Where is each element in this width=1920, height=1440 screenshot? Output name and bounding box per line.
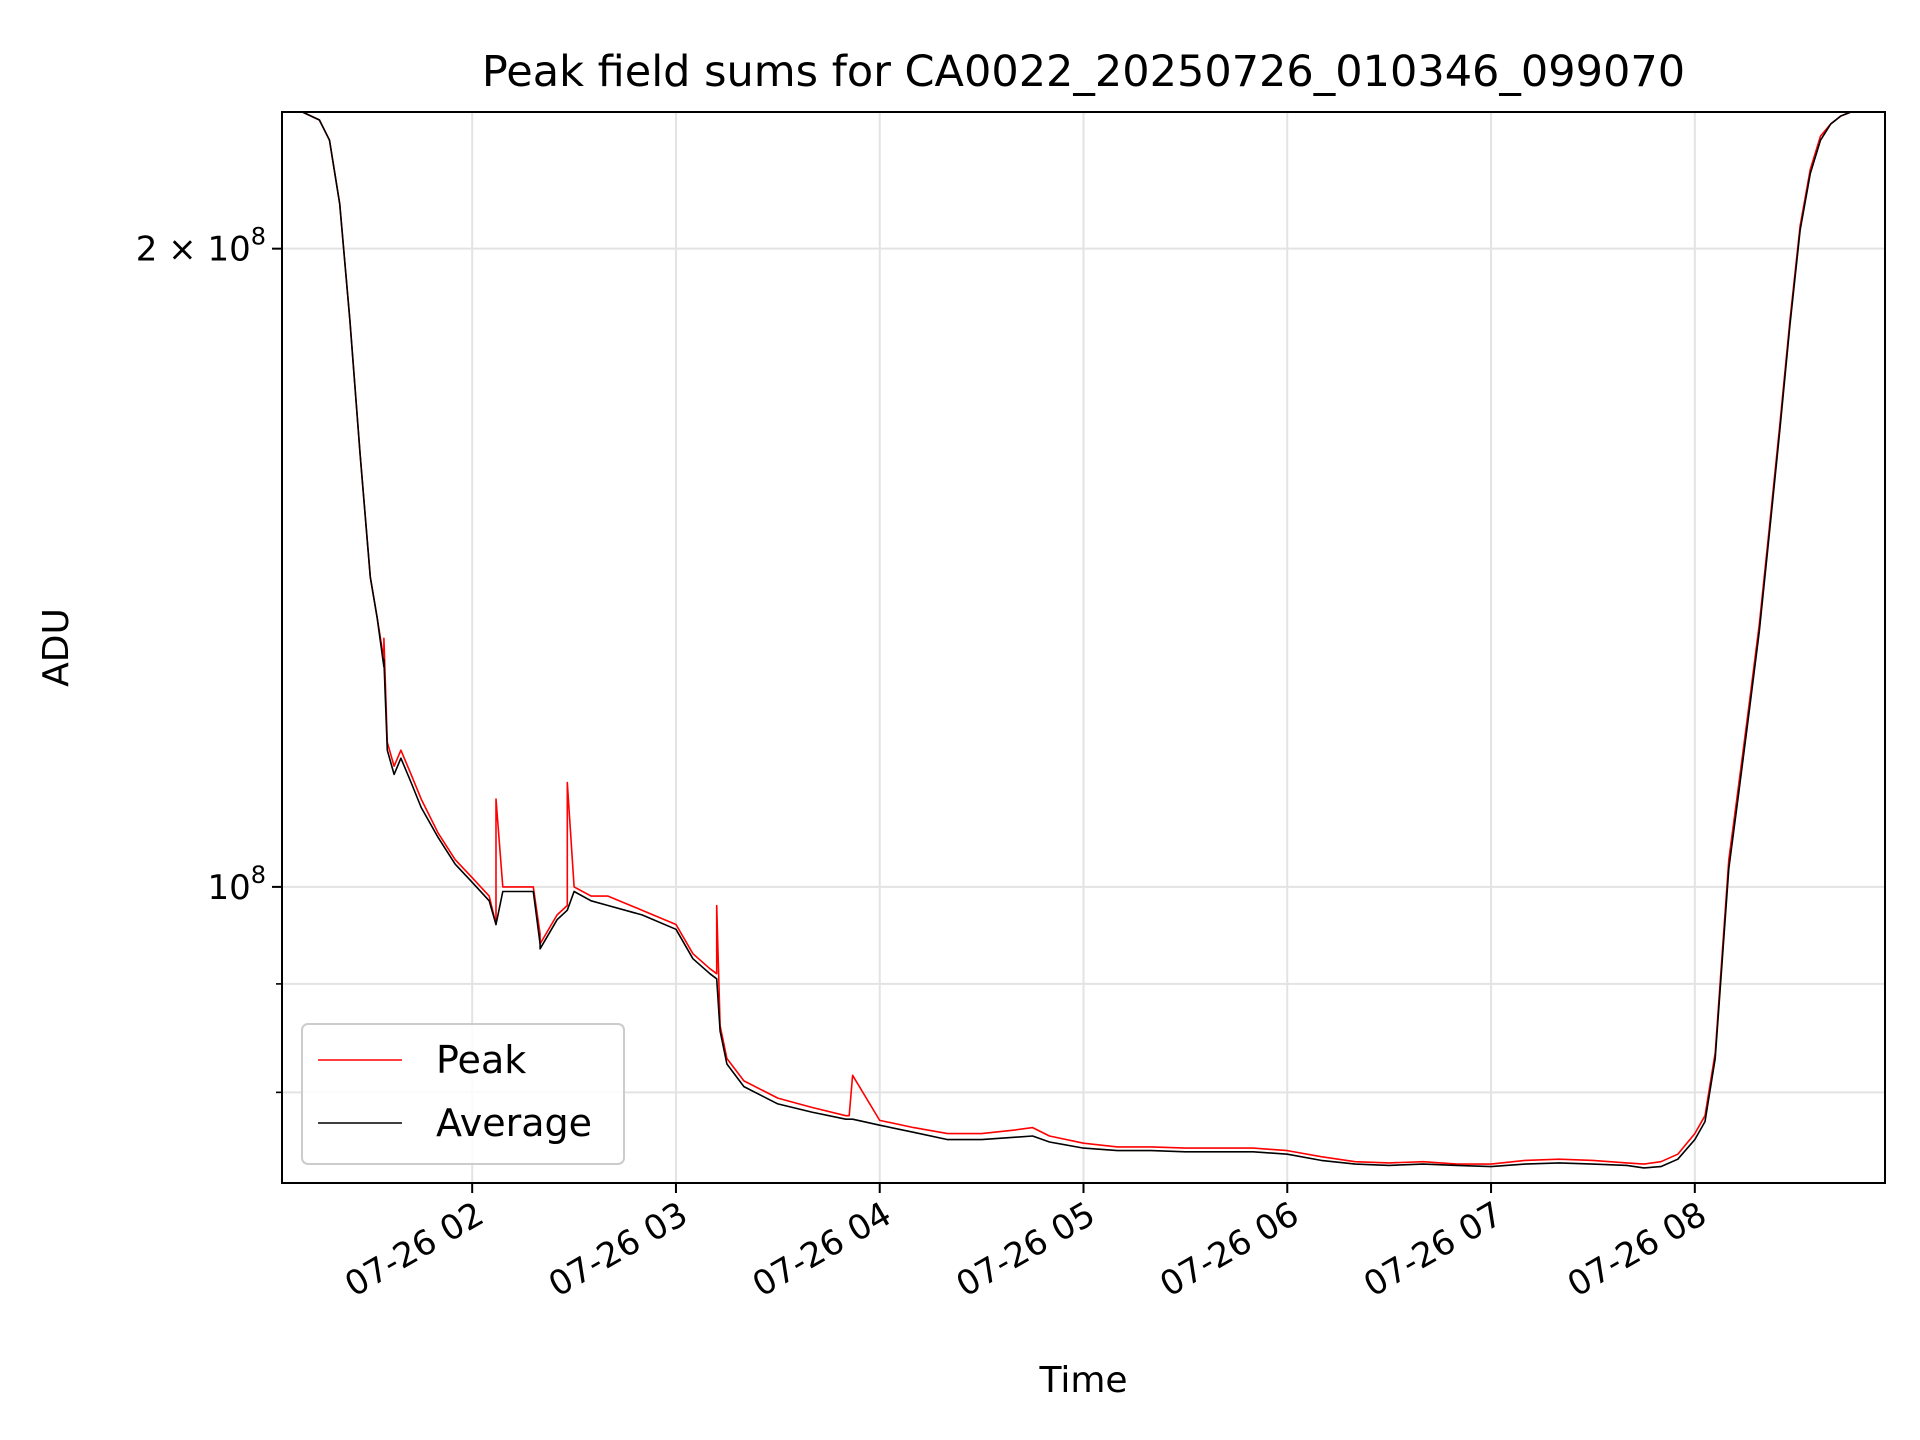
y-tick-exponent: 8 <box>251 861 266 889</box>
grid <box>282 112 1885 1183</box>
y-tick-label: 108 <box>207 861 266 908</box>
series-layer <box>282 111 1885 1169</box>
y-tick-times: × <box>157 230 207 270</box>
y-tick-base: 10 <box>207 868 250 908</box>
y-axis-label: ADU <box>36 608 77 687</box>
y-tick-label: 2 × 108 <box>136 223 266 270</box>
y-tick-coef: 2 <box>136 230 158 270</box>
y-tick-base: 10 <box>207 230 250 270</box>
legend-label-peak: Peak <box>436 1038 526 1082</box>
legend-box <box>301 1023 625 1165</box>
y-tick-exponent: 8 <box>251 223 266 251</box>
x-axis-label: Time <box>1038 1360 1127 1401</box>
legend: Peak Average <box>301 1023 625 1165</box>
legend-label-average: Average <box>436 1101 592 1145</box>
chart-title: Peak field sums for CA0022_20250726_0103… <box>482 47 1685 97</box>
series-line-average <box>282 111 1885 1169</box>
